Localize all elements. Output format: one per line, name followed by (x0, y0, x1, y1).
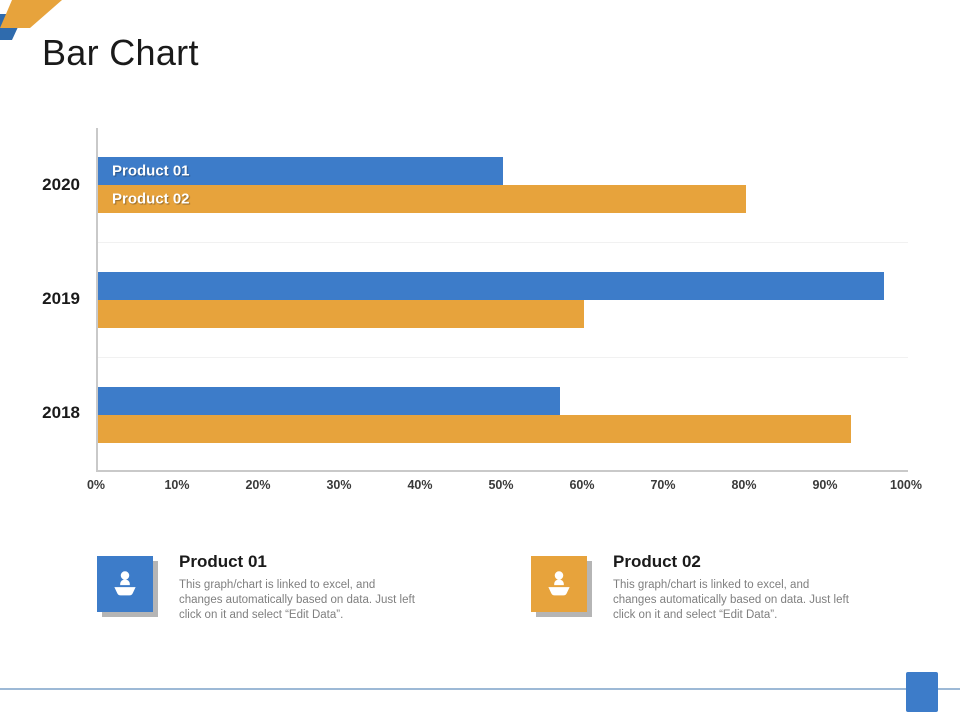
hand-holding-person-icon[interactable] (531, 556, 587, 612)
category-label-2019: 2019 (42, 289, 80, 308)
bar-product-02-2019[interactable] (98, 300, 584, 328)
legend-title: Product 02 (613, 552, 701, 571)
legend-description: This graph/chart is linked to excel, and… (179, 579, 415, 622)
bar-group-2020: Product 01 Product 02 (98, 128, 908, 242)
page-title: Bar Chart (42, 32, 199, 73)
bar-group-2018 (98, 357, 908, 472)
legend-item-product-01: Product 01 This graph/chart is linked to… (97, 552, 457, 624)
legend-title: Product 01 (179, 552, 267, 571)
x-tick-label: 40% (407, 478, 433, 492)
x-tick-label: 90% (812, 478, 838, 492)
bar-product-01-2019[interactable] (98, 272, 884, 300)
plot-area[interactable]: Product 01 Product 02 (96, 128, 908, 472)
bar-series-label: Product 01 (112, 162, 190, 180)
corner-ribbon-icon (0, 0, 62, 40)
x-tick-label: 10% (164, 478, 190, 492)
hand-holding-person-icon[interactable] (97, 556, 153, 612)
footer-accent-square (906, 672, 938, 712)
x-tick-label: 100% (890, 478, 922, 492)
x-tick-label: 60% (569, 478, 595, 492)
bar-group-2019 (98, 242, 908, 357)
x-tick-label: 80% (731, 478, 757, 492)
x-tick-label: 20% (245, 478, 271, 492)
x-tick-label: 0% (86, 478, 106, 492)
category-label-2020: 2020 (42, 175, 80, 194)
x-tick-label: 70% (650, 478, 676, 492)
bar-product-01-2018[interactable] (98, 387, 560, 415)
bar-series-label: Product 02 (112, 190, 190, 208)
bar-product-02-2020[interactable]: Product 02 (98, 185, 746, 213)
y-axis-labels: 2020 2019 2018 (28, 128, 88, 470)
x-tick-label: 50% (488, 478, 514, 492)
legend-item-product-02: Product 02 This graph/chart is linked to… (531, 552, 891, 624)
category-label-2018: 2018 (42, 403, 80, 422)
x-tick-label: 30% (326, 478, 352, 492)
bar-product-01-2020[interactable]: Product 01 (98, 157, 503, 185)
bar-product-02-2018[interactable] (98, 415, 852, 443)
x-axis-ticks: 0% 10% 20% 30% 40% 50% 60% 70% 80% 90% 100% (87, 478, 922, 496)
legend-description: This graph/chart is linked to excel, and… (613, 579, 849, 622)
footer-divider (0, 688, 960, 690)
